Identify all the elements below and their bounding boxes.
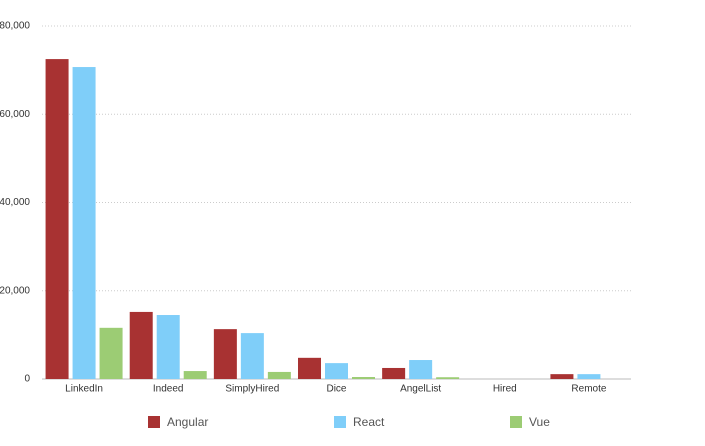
x-tick-label: Remote [571,384,606,395]
x-tick-label: SimplyHired [225,384,279,395]
bar [240,333,264,379]
bar [183,371,207,379]
legend-label: Angular [167,415,208,429]
bar [436,377,460,379]
y-tick-label: 40,000 [0,197,30,208]
bar [298,357,321,379]
legend-swatch [148,416,160,428]
bar [267,371,291,379]
bar [577,374,601,379]
legend-label: React [353,415,385,429]
x-tick-label: Dice [326,384,346,395]
legend-swatch [334,416,346,428]
x-tick-label: AngelList [400,384,441,395]
bar [409,360,433,379]
bar [129,311,153,379]
bar [45,59,69,379]
x-tick-label: Hired [493,384,517,395]
bar [325,363,348,379]
x-tick-label: LinkedIn [65,384,103,395]
bar [72,67,96,379]
y-tick-label: 80,000 [0,21,30,32]
bar [382,367,406,379]
y-tick-label: 20,000 [0,285,30,296]
bar [156,315,180,379]
legend-label: Vue [529,415,550,429]
y-tick-label: 60,000 [0,109,30,120]
x-tick-label: Indeed [153,384,184,395]
bar [99,327,123,379]
bar [213,329,237,379]
bar [550,374,574,379]
legend-swatch [510,416,522,428]
bar [352,377,375,379]
y-tick-label: 0 [24,374,30,385]
